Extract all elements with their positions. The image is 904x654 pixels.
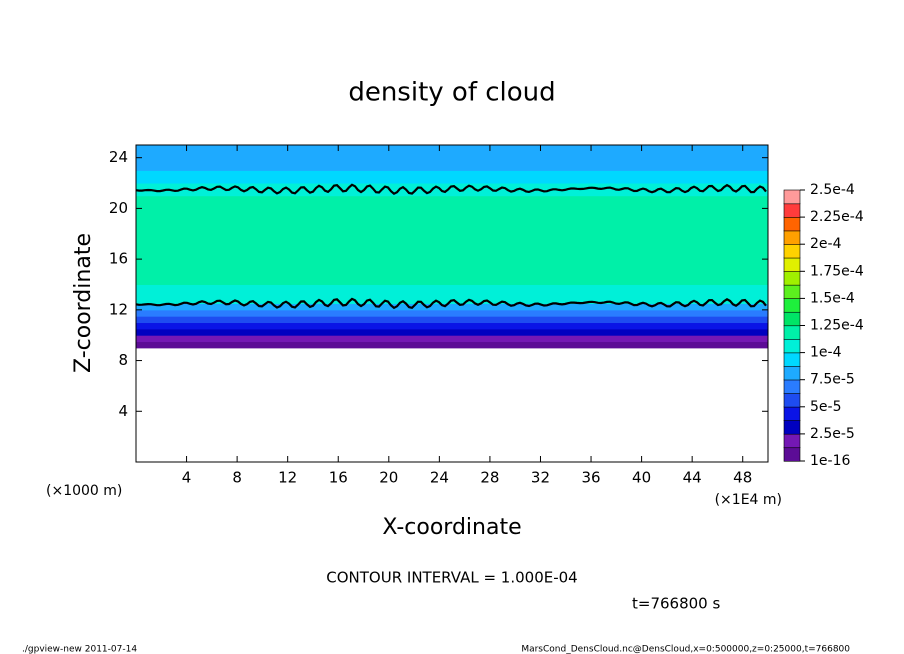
field-band (136, 328, 768, 336)
colorbar-label: 2.5e-5 (810, 426, 855, 442)
x-tick-label: 4 (182, 469, 192, 487)
y-tick-label: 8 (118, 351, 128, 369)
y-tick-label: 20 (109, 199, 128, 217)
footer-left: ./gpview-new 2011-07-14 (22, 645, 137, 654)
field-band (136, 189, 768, 197)
colorbar-cell (783, 447, 801, 462)
colorbar-cell (783, 338, 801, 354)
time-label: t=766800 s (632, 595, 720, 613)
y-tick-label: 16 (109, 250, 128, 268)
x-tick-label: 24 (430, 469, 449, 487)
colorbar-label: 5e-5 (810, 399, 841, 415)
x-tick-label: 44 (683, 469, 702, 487)
x-unit: (×1E4 m) (715, 492, 782, 508)
x-tick-label: 36 (581, 469, 600, 487)
field-band (136, 309, 768, 317)
x-axis-label: X-coordinate (382, 515, 521, 540)
field (135, 145, 768, 349)
field-band (136, 316, 768, 324)
y-tick-label: 4 (118, 402, 128, 420)
colorbar-cell (783, 203, 801, 218)
contour-line (135, 297, 767, 310)
field-band (136, 233, 768, 260)
colorbar-cell (783, 365, 801, 381)
field-band (136, 157, 768, 171)
field-band (136, 195, 768, 209)
colorbar-cell (783, 406, 801, 421)
footer-right: MarsCond_DensCloud.nc@DensCloud,x=0:5000… (521, 645, 850, 654)
colorbar-cell (783, 230, 801, 245)
colorbar-cell (783, 379, 801, 394)
x-tick-label: 28 (480, 469, 499, 487)
colorbar-label: 2.25e-4 (810, 209, 864, 225)
x-tick-label: 48 (733, 469, 752, 487)
colorbar-cell (783, 352, 801, 367)
x-tick-label: 12 (278, 469, 297, 487)
colorbar-cell (783, 311, 801, 327)
colorbar-label: 1.75e-4 (810, 263, 864, 279)
colorbar-cell (783, 257, 801, 272)
colorbar-cell (783, 325, 801, 340)
y-axis-label: Z-coordinate (71, 233, 96, 373)
field-band (136, 170, 768, 184)
colorbar-label: 7.5e-5 (810, 372, 855, 388)
field-band (136, 341, 768, 349)
x-tick-label: 32 (531, 469, 550, 487)
colorbar-cell (783, 216, 801, 232)
x-tick-label: 20 (379, 469, 398, 487)
colorbar-label: 1e-4 (810, 345, 842, 361)
contour-line (135, 183, 767, 196)
colorbar-cell (783, 270, 801, 286)
y-unit: (×1000 m) (46, 483, 122, 499)
colorbar-cell (783, 392, 801, 408)
field-band (136, 322, 768, 330)
x-tick-label: 8 (232, 469, 242, 487)
axes: 4 8 12 16 20 24 28 32 36 40 44 4848121620241e-162.5… (109, 144, 864, 487)
y-tick-label: 12 (109, 300, 128, 318)
colorbar-label: 1.5e-4 (810, 290, 855, 306)
field-band (136, 145, 768, 159)
chart-title: density of cloud (348, 78, 555, 108)
colorbar-cell (783, 433, 801, 449)
colorbar-cell (783, 243, 801, 259)
x-tick-label: 16 (329, 469, 348, 487)
field-band (136, 303, 768, 311)
colorbar-cell (783, 420, 801, 435)
plot-frame (135, 144, 769, 463)
contour-interval: CONTOUR INTERVAL = 1.000E-04 (326, 569, 577, 587)
x-tick-label: 40 (632, 469, 651, 487)
colorbar-label: 2e-4 (810, 236, 842, 252)
colorbar-label: 1e-16 (810, 453, 850, 469)
field-band (136, 284, 768, 298)
y-tick-label: 24 (109, 148, 128, 166)
colorbar-label: 1.25e-4 (810, 318, 864, 334)
field-band (136, 335, 768, 343)
colorbar-cell (783, 189, 801, 205)
colorbar-label: 2.5e-4 (810, 182, 855, 198)
colorbar-cell (783, 298, 801, 313)
field-band (136, 259, 768, 285)
colorbar-cell (783, 284, 801, 300)
field-band (136, 208, 768, 235)
